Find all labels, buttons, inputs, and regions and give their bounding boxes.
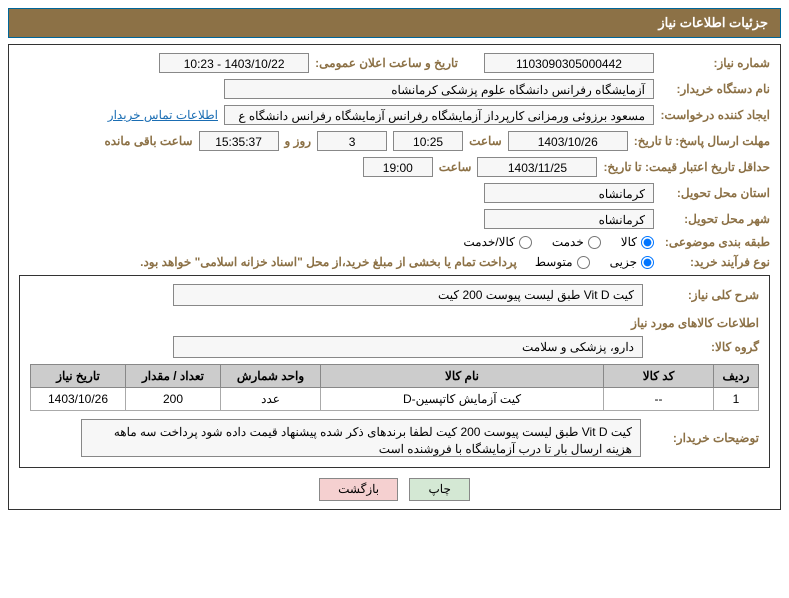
row-need-number: شماره نیاز: 1103090305000442 تاریخ و ساع… <box>19 53 770 73</box>
need-number-label: شماره نیاز: <box>660 56 770 70</box>
buyer-contact-link[interactable]: اطلاعات تماس خریدار <box>108 108 218 122</box>
general-desc-label: شرح کلی نیاز: <box>649 288 759 302</box>
countdown-field: 15:35:37 <box>199 131 279 151</box>
td-row: 1 <box>714 388 759 411</box>
row-goods-group: گروه کالا: دارو، پزشکی و سلامت <box>30 336 759 358</box>
validity-time-field: 19:00 <box>363 157 433 177</box>
city-label: شهر محل تحویل: <box>660 212 770 226</box>
th-qty: تعداد / مقدار <box>126 365 221 388</box>
row-purchase-type: نوع فرآیند خرید: جزیی متوسط پرداخت تمام … <box>19 255 770 269</box>
radio-medium[interactable]: متوسط <box>535 255 590 269</box>
purchase-type-label: نوع فرآیند خرید: <box>660 255 770 269</box>
radio-partial-label: جزیی <box>610 255 637 269</box>
page-header: جزئیات اطلاعات نیاز <box>8 8 781 38</box>
time-label-2: ساعت <box>439 160 472 174</box>
row-buyer-notes: توضیحات خریدار: کیت Vit D طبق لیست پیوست… <box>30 419 759 457</box>
response-date-field: 1403/10/26 <box>508 131 628 151</box>
radio-medium-input[interactable] <box>577 256 590 269</box>
radio-both-input[interactable] <box>519 236 532 249</box>
need-number-field: 1103090305000442 <box>484 53 654 73</box>
purchase-type-radio-group: جزیی متوسط <box>535 255 654 269</box>
th-date: تاریخ نیاز <box>31 365 126 388</box>
radio-service-label: خدمت <box>552 235 584 249</box>
radio-both[interactable]: کالا/خدمت <box>463 235 531 249</box>
row-response-deadline: مهلت ارسال پاسخ: تا تاریخ: 1403/10/26 سا… <box>19 131 770 151</box>
buyer-notes-label: توضیحات خریدار: <box>649 431 759 445</box>
td-date: 1403/10/26 <box>31 388 126 411</box>
row-buyer-org: نام دستگاه خریدار: آزمایشگاه رفرانس دانش… <box>19 79 770 99</box>
payment-note: پرداخت تمام یا بخشی از مبلغ خرید،از محل … <box>140 255 517 269</box>
th-unit: واحد شمارش <box>221 365 321 388</box>
radio-service[interactable]: خدمت <box>552 235 601 249</box>
buyer-notes-field: کیت Vit D طبق لیست پیوست 200 کیت لطفا بر… <box>81 419 641 457</box>
td-qty: 200 <box>126 388 221 411</box>
td-name: کیت آزمایش کاتپسین-D <box>321 388 604 411</box>
category-label: طبقه بندی موضوعی: <box>660 235 770 249</box>
radio-service-input[interactable] <box>588 236 601 249</box>
time-label-1: ساعت <box>469 134 502 148</box>
buyer-org-label: نام دستگاه خریدار: <box>660 82 770 96</box>
days-label: روز و <box>285 134 312 148</box>
row-validity: حداقل تاریخ اعتبار قیمت: تا تاریخ: 1403/… <box>19 157 770 177</box>
radio-partial-input[interactable] <box>641 256 654 269</box>
main-panel: شماره نیاز: 1103090305000442 تاریخ و ساع… <box>8 44 781 510</box>
details-section: شرح کلی نیاز: کیت Vit D طبق لیست پیوست 2… <box>19 275 770 468</box>
announce-label: تاریخ و ساعت اعلان عمومی: <box>315 56 458 70</box>
th-code: کد کالا <box>604 365 714 388</box>
td-code: -- <box>604 388 714 411</box>
radio-both-label: کالا/خدمت <box>463 235 514 249</box>
row-category: طبقه بندی موضوعی: کالا خدمت کالا/خدمت <box>19 235 770 249</box>
row-province: استان محل تحویل: کرمانشاه <box>19 183 770 203</box>
goods-group-field: دارو، پزشکی و سلامت <box>173 336 643 358</box>
print-button[interactable]: چاپ <box>409 478 469 501</box>
validity-date-field: 1403/11/25 <box>477 157 597 177</box>
category-radio-group: کالا خدمت کالا/خدمت <box>463 235 654 249</box>
buyer-org-field: آزمایشگاه رفرانس دانشگاه علوم پزشکی کرما… <box>224 79 654 99</box>
days-remaining-field: 3 <box>317 131 387 151</box>
goods-info-title: اطلاعات کالاهای مورد نیاز <box>30 316 759 330</box>
page-title: جزئیات اطلاعات نیاز <box>658 15 768 30</box>
radio-medium-label: متوسط <box>535 255 573 269</box>
remaining-label: ساعت باقی مانده <box>104 134 192 148</box>
back-button[interactable]: بازگشت <box>319 478 398 501</box>
response-deadline-label: مهلت ارسال پاسخ: تا تاریخ: <box>634 134 770 148</box>
general-desc-field: کیت Vit D طبق لیست پیوست 200 کیت <box>173 284 643 306</box>
radio-goods[interactable]: کالا <box>621 235 654 249</box>
th-name: نام کالا <box>321 365 604 388</box>
radio-goods-input[interactable] <box>641 236 654 249</box>
province-label: استان محل تحویل: <box>660 186 770 200</box>
row-city: شهر محل تحویل: کرمانشاه <box>19 209 770 229</box>
th-row: ردیف <box>714 365 759 388</box>
goods-table: ردیف کد کالا نام کالا واحد شمارش تعداد /… <box>30 364 759 411</box>
goods-group-label: گروه کالا: <box>649 340 759 354</box>
table-header-row: ردیف کد کالا نام کالا واحد شمارش تعداد /… <box>31 365 759 388</box>
validity-label: حداقل تاریخ اعتبار قیمت: تا تاریخ: <box>603 160 770 174</box>
province-field: کرمانشاه <box>484 183 654 203</box>
requester-field: مسعود برزوئی ورمزانی کارپرداز آزمایشگاه … <box>224 105 654 125</box>
city-field: کرمانشاه <box>484 209 654 229</box>
requester-label: ایجاد کننده درخواست: <box>660 108 770 122</box>
announce-field: 1403/10/22 - 10:23 <box>159 53 309 73</box>
td-unit: عدد <box>221 388 321 411</box>
radio-goods-label: کالا <box>621 235 637 249</box>
row-general-desc: شرح کلی نیاز: کیت Vit D طبق لیست پیوست 2… <box>30 284 759 306</box>
radio-partial[interactable]: جزیی <box>610 255 654 269</box>
table-row: 1 -- کیت آزمایش کاتپسین-D عدد 200 1403/1… <box>31 388 759 411</box>
row-requester: ایجاد کننده درخواست: مسعود برزوئی ورمزان… <box>19 105 770 125</box>
action-buttons: چاپ بازگشت <box>19 478 770 501</box>
response-time-field: 10:25 <box>393 131 463 151</box>
